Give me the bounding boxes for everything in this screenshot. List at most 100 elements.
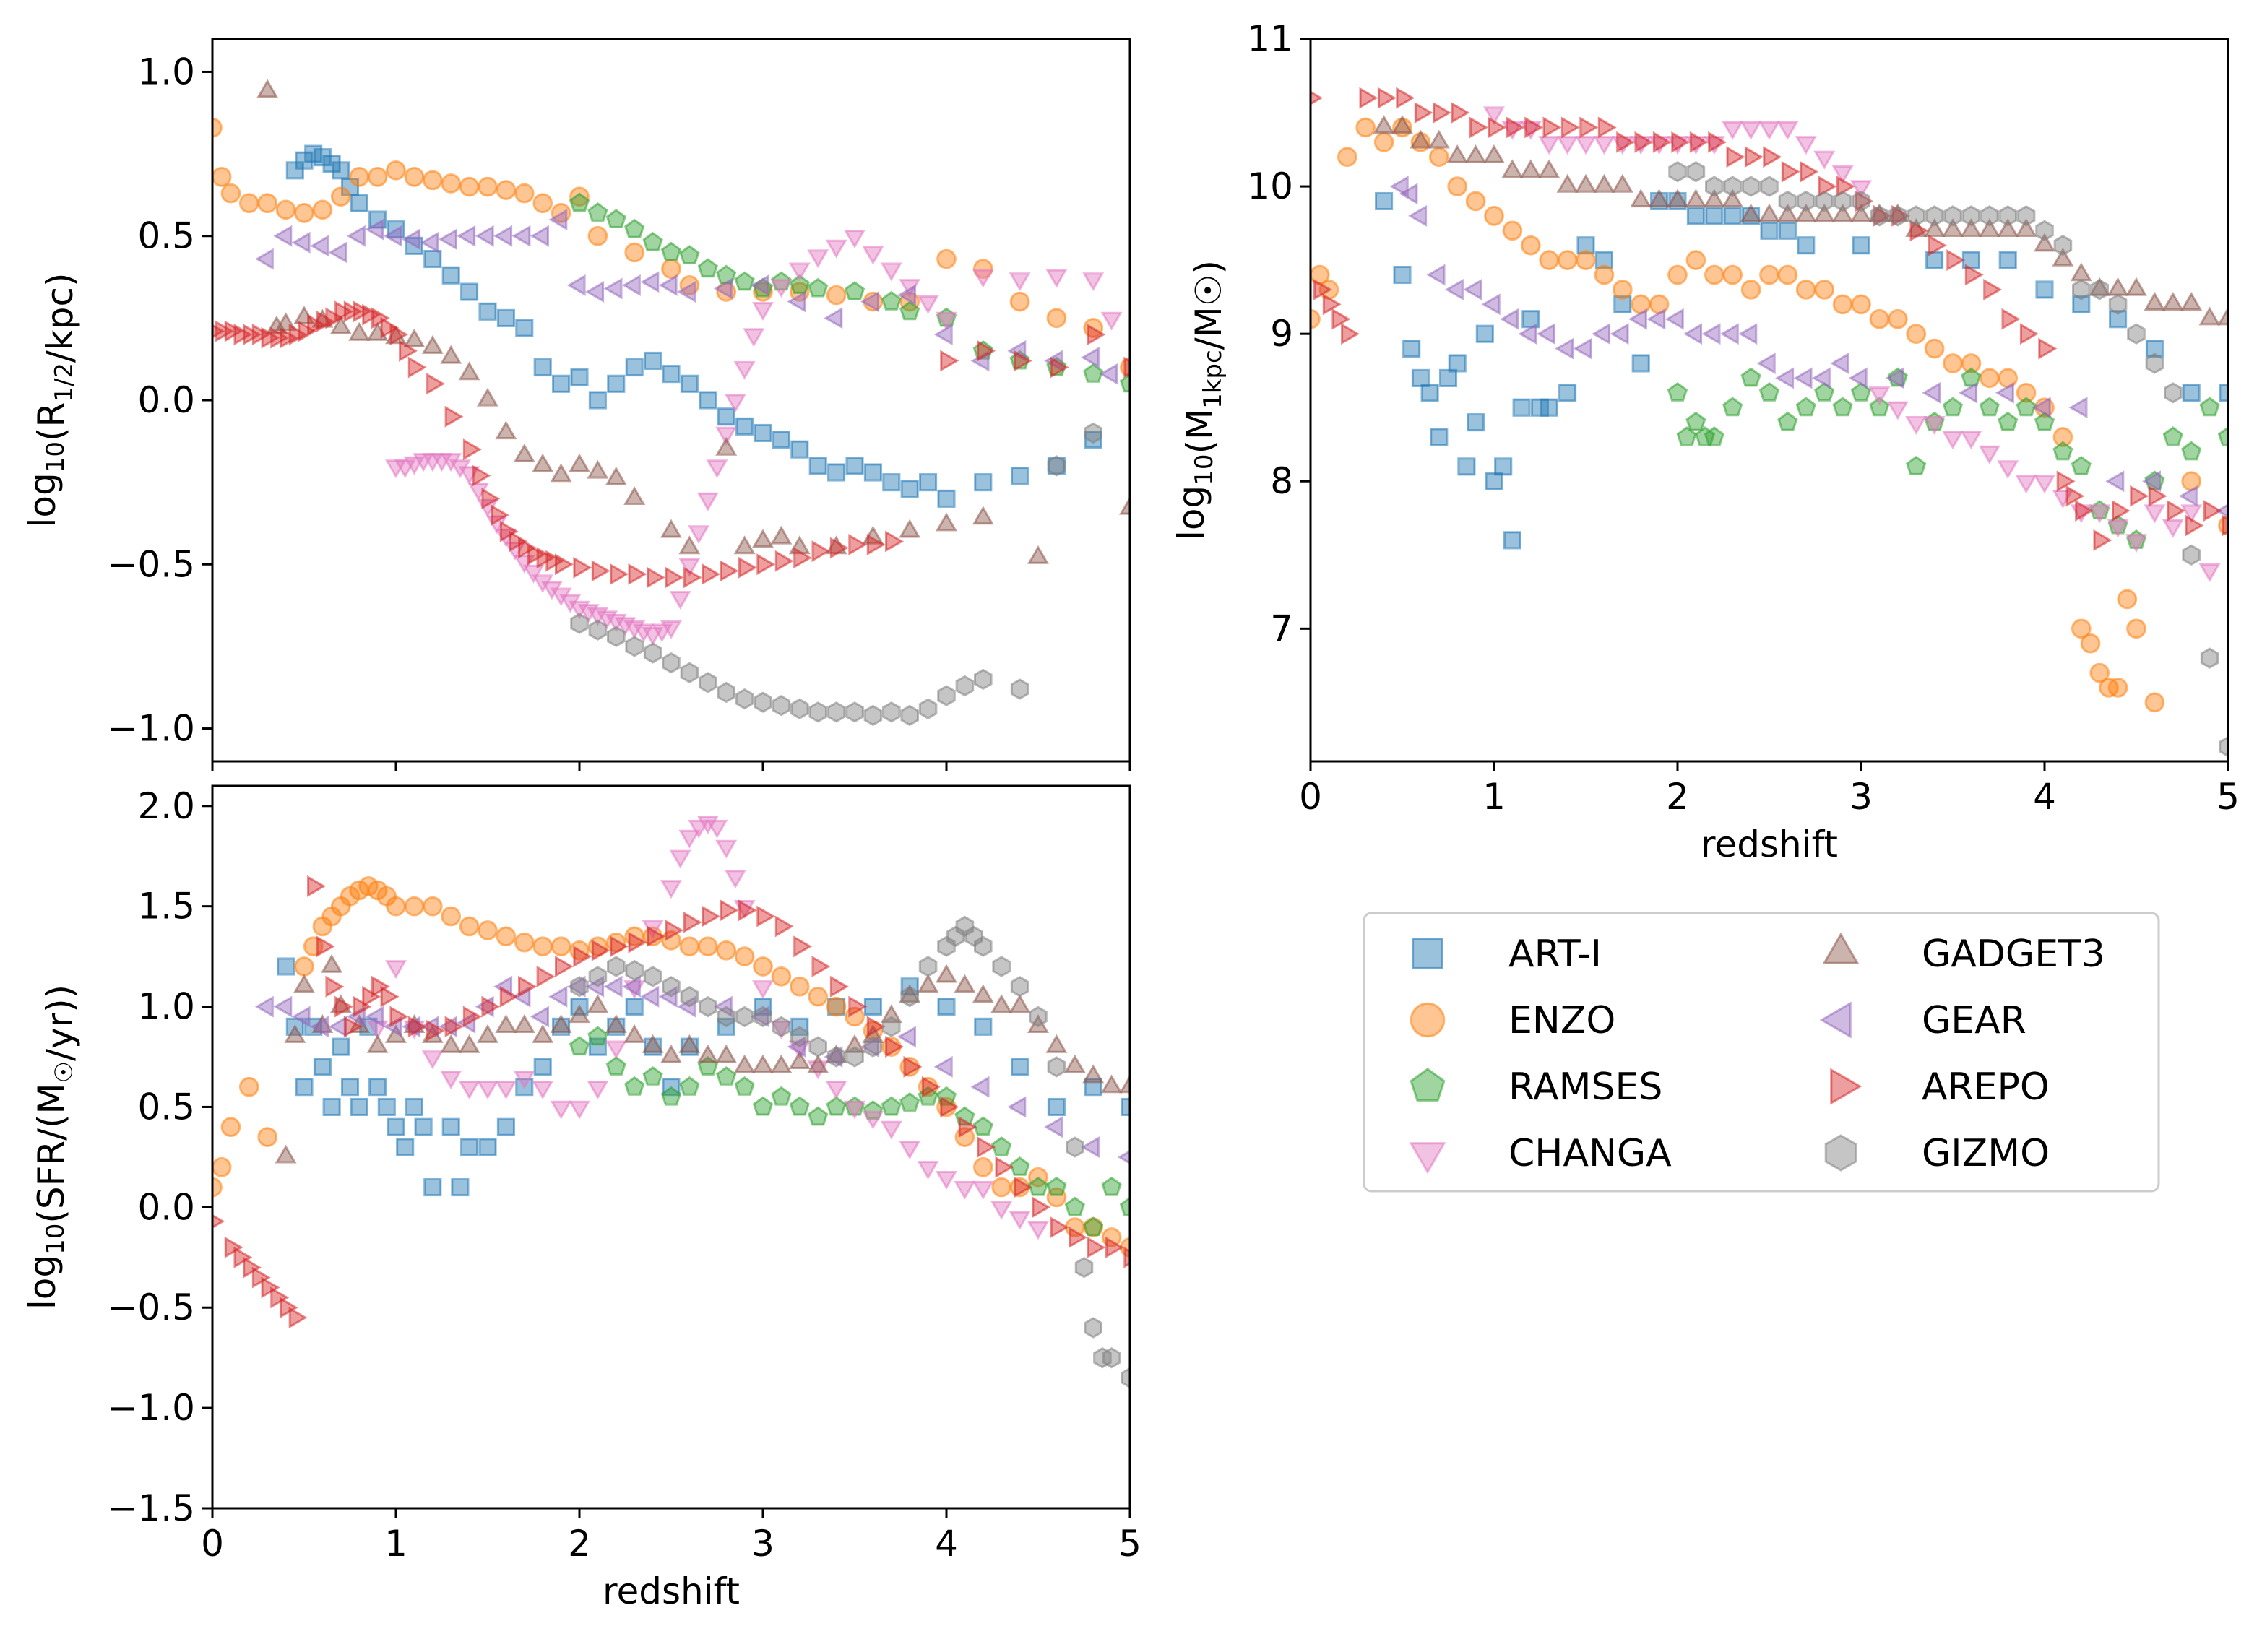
data-point <box>591 939 610 961</box>
data-point <box>1701 323 1721 345</box>
data-point <box>1430 428 1449 446</box>
x-tick-label: 1 <box>1482 776 1506 818</box>
data-point <box>756 905 776 927</box>
data-point <box>332 161 350 180</box>
data-point <box>527 543 546 566</box>
data-point <box>2217 426 2228 446</box>
data-point <box>660 1044 682 1063</box>
legend-label: GEAR <box>1922 999 2026 1042</box>
data-point <box>1494 457 1513 476</box>
data-point <box>642 231 663 251</box>
radius-ylabel: log10(R1/2/kpc) <box>22 272 81 527</box>
data-point <box>1960 217 1982 237</box>
data-point <box>697 936 718 957</box>
y-tick-label: 0.0 <box>137 379 195 421</box>
legend-item-changa: CHANGA <box>1409 1132 1672 1175</box>
data-point <box>844 1034 865 1053</box>
data-point <box>1928 234 1947 256</box>
data-point <box>2080 633 2101 654</box>
data-point <box>899 984 921 1003</box>
data-point <box>1997 217 2019 237</box>
data-point <box>678 558 701 577</box>
data-point <box>1758 381 1780 402</box>
data-point <box>2015 217 2037 237</box>
data-point <box>321 953 343 973</box>
data-point <box>863 1100 884 1120</box>
data-point <box>1924 338 1945 359</box>
data-point <box>1087 1236 1106 1258</box>
data-point <box>2070 262 2092 282</box>
data-point <box>514 183 535 204</box>
data-point <box>1885 367 1904 389</box>
data-point <box>955 675 975 697</box>
data-point <box>545 550 565 572</box>
data-point <box>251 1266 271 1289</box>
data-point <box>1074 1256 1094 1279</box>
data-point <box>588 619 608 641</box>
data-point <box>1393 265 1412 285</box>
y-tick-label: 2.0 <box>137 785 195 827</box>
data-point <box>789 274 810 294</box>
radius-series-changa <box>384 230 1123 646</box>
data-point <box>1099 363 1118 385</box>
data-point <box>2182 544 2201 566</box>
data-point <box>624 218 645 238</box>
data-point <box>1575 136 1597 155</box>
y-tick-label: 0.0 <box>137 1186 195 1228</box>
data-point <box>735 417 754 436</box>
data-point <box>1719 323 1739 345</box>
data-point <box>1738 323 1758 345</box>
data-point <box>322 155 341 173</box>
data-point <box>706 459 728 479</box>
data-point <box>1538 159 1560 178</box>
data-point <box>402 228 421 251</box>
data-point <box>368 210 387 229</box>
data-point <box>1484 206 1504 226</box>
data-point <box>751 529 774 548</box>
data-point <box>491 504 509 527</box>
data-point <box>824 1046 843 1068</box>
data-point <box>662 652 681 674</box>
data-point <box>1597 116 1617 139</box>
data-point <box>970 1076 990 1098</box>
mass-series-changa <box>1482 106 2221 583</box>
data-point <box>1668 160 1687 183</box>
data-point <box>1868 386 1891 406</box>
data-point <box>396 1138 415 1156</box>
data-point <box>899 1141 921 1160</box>
data-point <box>407 356 427 379</box>
data-point <box>2222 514 2228 537</box>
data-point <box>677 280 696 303</box>
data-point <box>481 488 501 510</box>
data-point <box>2215 503 2228 519</box>
data-point <box>1428 147 1449 168</box>
data-point <box>1467 413 1485 432</box>
data-point <box>1465 191 1486 212</box>
data-point <box>790 1026 809 1047</box>
data-point <box>625 998 644 1016</box>
data-point <box>661 259 681 280</box>
data-point <box>1408 204 1428 227</box>
data-point <box>1464 144 1487 163</box>
data-point <box>444 405 464 428</box>
data-point <box>420 231 439 254</box>
data-point <box>441 173 462 194</box>
data-point <box>2089 662 2110 683</box>
data-point <box>1457 457 1476 476</box>
data-point <box>662 976 681 998</box>
data-point <box>389 324 409 346</box>
mass-ylabel: log10(M1kpc/M☉) <box>1170 260 1230 540</box>
data-point <box>1593 173 1615 193</box>
data-point <box>1311 90 1324 105</box>
data-point <box>752 1096 774 1116</box>
data-point <box>936 248 957 269</box>
data-point <box>1010 678 1029 700</box>
data-point <box>1778 190 1797 212</box>
data-point <box>702 563 721 585</box>
data-point <box>1009 291 1030 312</box>
data-point <box>444 1016 464 1038</box>
legend-item-arepo: AREPO <box>1830 1065 2050 1109</box>
data-point <box>899 300 920 321</box>
data-point <box>472 464 491 487</box>
data-point <box>2219 735 2228 758</box>
